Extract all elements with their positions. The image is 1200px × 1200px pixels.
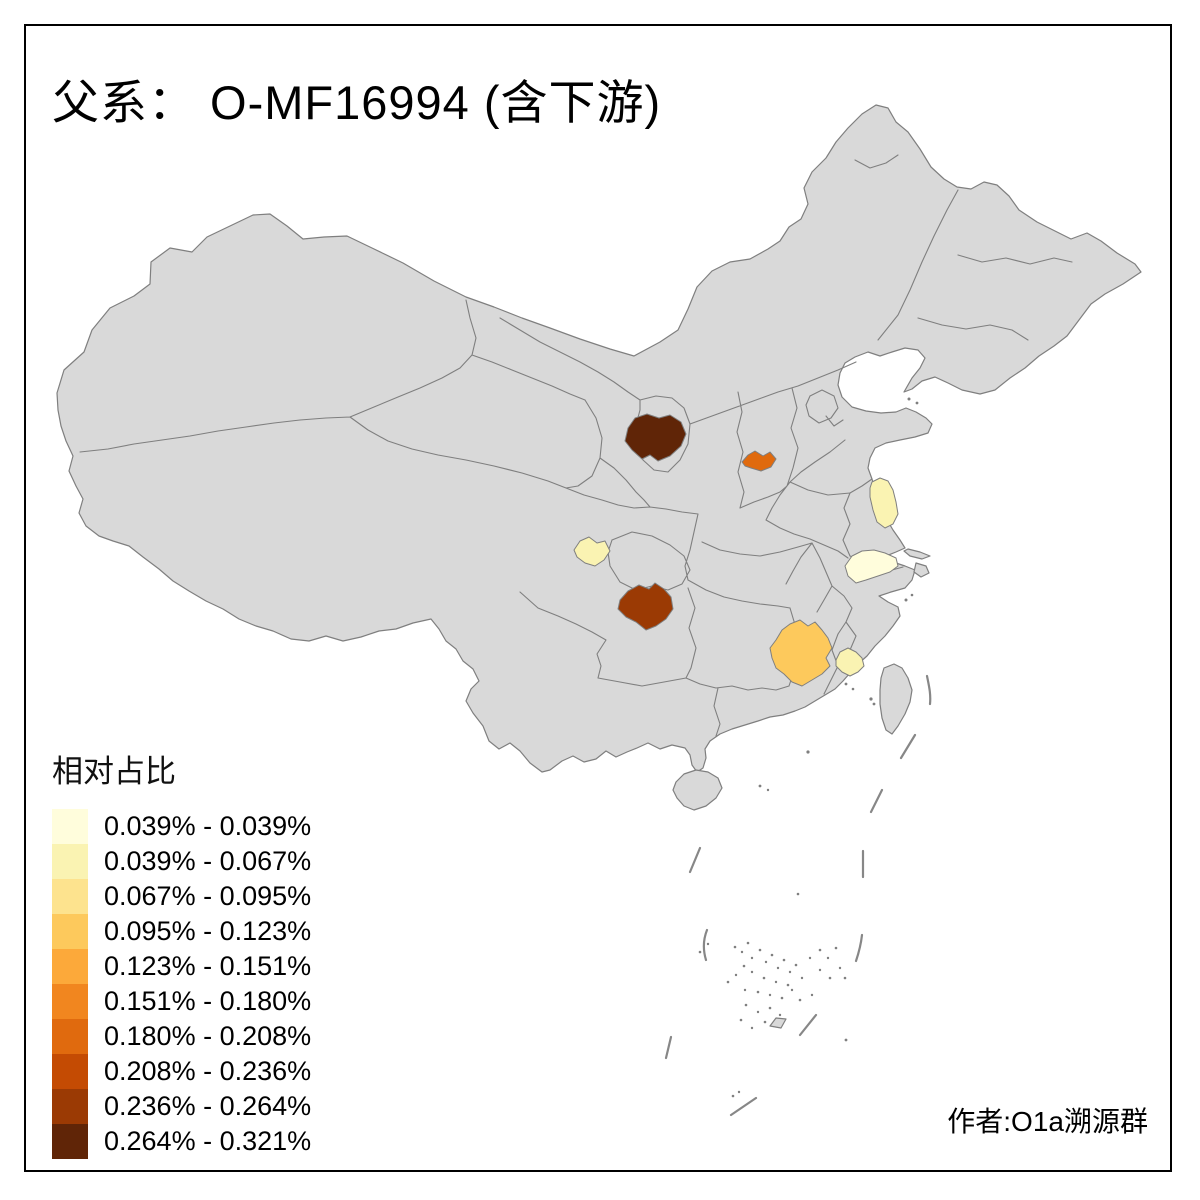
legend-row: 0.151% - 0.180% <box>52 984 311 1019</box>
taiwan-island <box>879 663 913 735</box>
legend-swatch <box>52 844 88 879</box>
legend-swatch <box>52 809 88 844</box>
legend-row: 0.208% - 0.236% <box>52 1054 311 1089</box>
choropleth-region-3 <box>573 536 611 567</box>
highlighted-regions <box>573 413 899 687</box>
choropleth-region-6 <box>844 549 899 584</box>
legend-label: 0.123% - 0.151% <box>104 951 312 981</box>
legend-swatch <box>52 914 88 949</box>
choropleth-region-7 <box>769 619 833 687</box>
legend-label: 0.236% - 0.264% <box>104 1091 312 1121</box>
legend-row: 0.067% - 0.095% <box>52 879 311 914</box>
mainland-landmass <box>56 104 1142 1029</box>
legend-row: 0.236% - 0.264% <box>52 1089 311 1124</box>
legend-title: 相对占比 <box>52 754 176 789</box>
hainan-island <box>672 769 723 811</box>
legend-swatch <box>52 1089 88 1124</box>
legend-row: 0.180% - 0.208% <box>52 1019 311 1054</box>
nine-dash-line <box>664 674 932 1117</box>
choropleth-region-5 <box>869 477 899 529</box>
legend-label: 0.264% - 0.321% <box>104 1126 312 1156</box>
legend-label: 0.067% - 0.095% <box>104 881 312 911</box>
choropleth-region-8 <box>835 647 865 677</box>
legend-swatch <box>52 1054 88 1089</box>
small-island-dots <box>698 397 919 1098</box>
choropleth-region-4 <box>617 582 674 631</box>
legend-row: 0.123% - 0.151% <box>52 949 311 984</box>
legend-label: 0.208% - 0.236% <box>104 1056 312 1086</box>
south-sea-islet <box>769 1017 787 1029</box>
legend-swatch <box>52 949 88 984</box>
legend-swatch <box>52 984 88 1019</box>
page-title: 父系： O-MF16994 (含下游) <box>52 76 662 129</box>
legend-swatch <box>52 1124 88 1159</box>
legend-label: 0.180% - 0.208% <box>104 1021 312 1051</box>
legend-swatch <box>52 879 88 914</box>
legend-row: 0.039% - 0.067% <box>52 844 311 879</box>
author-credit: 作者:O1a溯源群 <box>947 1106 1148 1137</box>
legend-row: 0.095% - 0.123% <box>52 914 311 949</box>
legend-row: 0.264% - 0.321% <box>52 1124 311 1159</box>
mainland-outline <box>56 104 1142 773</box>
legend-label: 0.039% - 0.067% <box>104 846 312 876</box>
legend-row: 0.039% - 0.039% <box>52 809 311 844</box>
legend-label: 0.095% - 0.123% <box>104 916 312 946</box>
choropleth-region-2 <box>741 450 777 472</box>
chongming-island <box>903 548 931 560</box>
legend-label: 0.151% - 0.180% <box>104 986 312 1016</box>
legend-swatch <box>52 1019 88 1054</box>
shanghai-islets <box>913 562 930 578</box>
choropleth-region-1 <box>624 413 687 462</box>
legend-label: 0.039% - 0.039% <box>104 811 312 841</box>
legend: 相对占比 0.039% - 0.039% 0.039% - 0.067% 0.0… <box>52 746 311 1159</box>
